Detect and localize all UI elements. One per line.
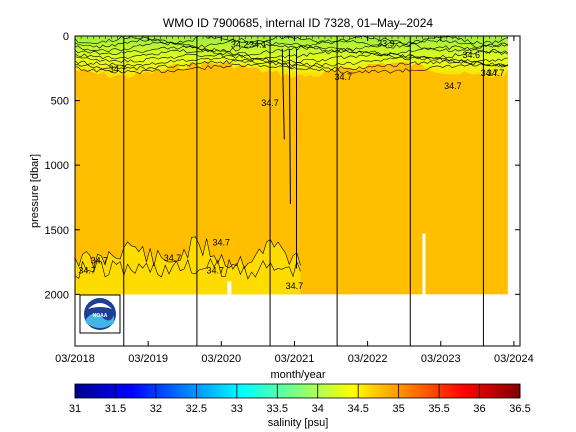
chart-title: WMO ID 7900685, internal ID 7328, 01–May… xyxy=(163,16,433,30)
y-tick-label: 0 xyxy=(63,31,69,43)
contour-label: 34.7 xyxy=(261,98,279,108)
contour-label: 34.7 xyxy=(286,281,304,291)
colorbar: 31 31.5 32 32.5 33 33.5 34 34.5 35 35.5 36 36.5 sal… xyxy=(69,383,531,429)
colorbar-tick-label: 34.5 xyxy=(347,403,368,415)
data-gap xyxy=(227,281,232,295)
contour-label: 34.7 xyxy=(164,253,182,263)
y-axis: 0 500 1000 1500 2000 xyxy=(45,31,520,301)
contour-label: 34.7 xyxy=(109,64,127,74)
colorbar-tick-label: 33.5 xyxy=(267,403,288,415)
colorbar-tick-label: 31.5 xyxy=(105,403,126,415)
data-gaps xyxy=(227,233,426,295)
contour-line xyxy=(74,63,508,75)
x-tick-label: 03/2024 xyxy=(494,353,534,365)
contour-line xyxy=(74,56,508,67)
contour-line-vertical xyxy=(288,48,291,204)
colorbar-tick-label: 31 xyxy=(69,403,81,415)
x-tick-label: 03/2020 xyxy=(201,353,241,365)
contour-line-deep xyxy=(74,258,301,280)
x-tick-label: 03/2018 xyxy=(55,353,95,365)
contour-label: 34.7 xyxy=(206,266,224,276)
plot-frame xyxy=(74,35,521,347)
contour-labels: 34.734.2 34.134.733.934.734.634.734.734.7… xyxy=(78,38,504,291)
contour-label: 34.7 xyxy=(444,81,462,91)
contour-lines xyxy=(74,35,508,280)
y-axis-label: pressure [dbar] xyxy=(29,154,41,228)
contour-label: 33.9 xyxy=(377,38,395,48)
contour-line xyxy=(74,41,508,53)
contour-line xyxy=(74,52,508,63)
contour-line xyxy=(74,38,508,49)
y-tick-label: 1500 xyxy=(45,225,69,237)
contour-line xyxy=(74,60,508,71)
colorbar-tick-label: 33 xyxy=(231,403,243,415)
contour-label: 34.7 xyxy=(481,68,499,78)
colorbar-tick-label: 36.5 xyxy=(509,403,530,415)
data-gap xyxy=(422,233,426,295)
lower-transition-layer xyxy=(75,236,301,295)
contour-label: 34.7 xyxy=(91,255,109,265)
colorbar-tick-label: 35 xyxy=(393,403,405,415)
colorbar-tick-label: 34 xyxy=(312,403,324,415)
x-tick-label: 03/2021 xyxy=(275,353,315,365)
contour-label: 34.7 xyxy=(213,237,231,247)
profile-marker-lines xyxy=(123,36,484,346)
colorbar-tick-label: 35.5 xyxy=(428,403,449,415)
noaa-logo: NOAA xyxy=(79,294,121,334)
colorbar-tick-label: 32 xyxy=(150,403,162,415)
contour-label: 34.7 xyxy=(487,68,505,78)
contour-line xyxy=(74,45,508,56)
x-tick-label: 03/2023 xyxy=(421,353,461,365)
contour-label: 34.7 xyxy=(334,72,352,82)
contour-label: 34.2 xyxy=(231,40,249,50)
x-tick-label: 03/2019 xyxy=(128,353,168,365)
x-axis-label: month/year xyxy=(270,369,325,381)
surface-layer xyxy=(75,36,508,79)
colorbar-ticks: 31 31.5 32 32.5 33 33.5 34 34.5 35 35.5 36 36.5 xyxy=(69,384,531,415)
x-axis: 03/2018 03/2019 03/2020 03/2021 03/2022 03/20… xyxy=(55,36,534,365)
colorbar-gradient xyxy=(74,383,521,399)
contour-label: 34.6 xyxy=(462,50,480,60)
colorbar-tick-label: 32.5 xyxy=(186,403,207,415)
y-tick-label: 500 xyxy=(51,96,69,108)
y-tick-label: 1000 xyxy=(45,160,69,172)
y-tick-label: 2000 xyxy=(45,289,69,301)
x-tick-label: 03/2022 xyxy=(348,353,388,365)
contour-label: 34.7 xyxy=(78,266,96,276)
deep-water-field xyxy=(75,36,508,295)
contour-line xyxy=(74,35,508,46)
contour-line xyxy=(74,49,508,60)
colorbar-tick-label: 36 xyxy=(473,403,485,415)
contour-line-vertical xyxy=(281,48,285,140)
colorbar-label: salinity [psu] xyxy=(268,417,329,429)
contour-label: 34.1 xyxy=(249,40,267,50)
logo-text: NOAA xyxy=(93,313,108,319)
plot-area: 34.734.2 34.134.733.934.734.634.734.734.7… xyxy=(74,35,521,347)
contour-line-deep xyxy=(74,236,301,270)
